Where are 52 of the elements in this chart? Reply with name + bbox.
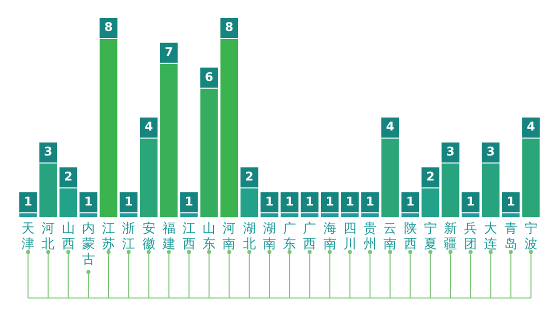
data-label: 3 [44, 144, 52, 159]
x-tick-label: 宁夏 [424, 220, 437, 252]
data-label: 1 [84, 194, 93, 208]
x-tick-label: 河北 [42, 221, 55, 252]
x-tick-label: 云南 [384, 221, 397, 252]
x-tick-label: 天津 [22, 221, 35, 252]
x-tick-label: 福建 [161, 221, 176, 252]
x-tick-label: 河南 [222, 221, 236, 252]
x-tick-label: 海南 [323, 221, 336, 252]
data-label: 1 [406, 194, 414, 208]
data-label: 1 [124, 194, 133, 208]
data-label: 1 [184, 194, 194, 208]
x-tick-label: 兵团 [464, 221, 478, 252]
x-tick-label: 广西 [303, 221, 316, 252]
data-label: 1 [366, 194, 374, 208]
data-label: 1 [265, 194, 274, 208]
x-tick-label: 山东 [202, 221, 216, 252]
data-label: 2 [245, 170, 254, 184]
data-label: 8 [104, 20, 113, 34]
x-tick-label: 江苏 [102, 221, 116, 252]
x-tick-label: 青岛 [504, 221, 518, 252]
x-tick-label: 广东 [283, 221, 296, 252]
data-label: 4 [144, 120, 153, 134]
data-label: 1 [24, 194, 32, 208]
data-label: 1 [305, 194, 314, 208]
data-label: 3 [486, 144, 495, 159]
data-label: 1 [326, 194, 334, 208]
data-label: 7 [164, 45, 174, 60]
x-tick-label: 安徽 [142, 220, 156, 252]
x-tick-label: 四川 [343, 221, 356, 252]
data-label: 3 [446, 144, 455, 159]
x-tick-label: 宁波 [524, 220, 538, 252]
data-label: 1 [506, 194, 516, 208]
x-tick-label: 陕西 [404, 221, 417, 252]
data-label: 1 [466, 194, 475, 208]
x-tick-label: 贵州 [364, 221, 377, 252]
data-label: 8 [225, 20, 234, 34]
data-label: 2 [64, 170, 72, 184]
x-tick-label: 湖北 [242, 221, 256, 252]
x-tick-label: 内蒙古 [82, 221, 95, 268]
x-tick-label: 湖南 [262, 221, 276, 252]
data-label: 4 [526, 120, 536, 134]
x-tick-label: 山西 [62, 221, 75, 252]
x-tick-label: 江西 [182, 221, 196, 252]
data-label: 1 [285, 194, 294, 208]
x-tick-label: 新疆 [444, 221, 457, 252]
x-tick-label: 大连 [484, 221, 498, 252]
data-label: 2 [426, 170, 435, 184]
data-label: 6 [204, 70, 214, 84]
x-tick-label: 浙江 [122, 221, 136, 252]
data-label: 1 [346, 194, 354, 208]
data-label: 4 [386, 120, 394, 134]
